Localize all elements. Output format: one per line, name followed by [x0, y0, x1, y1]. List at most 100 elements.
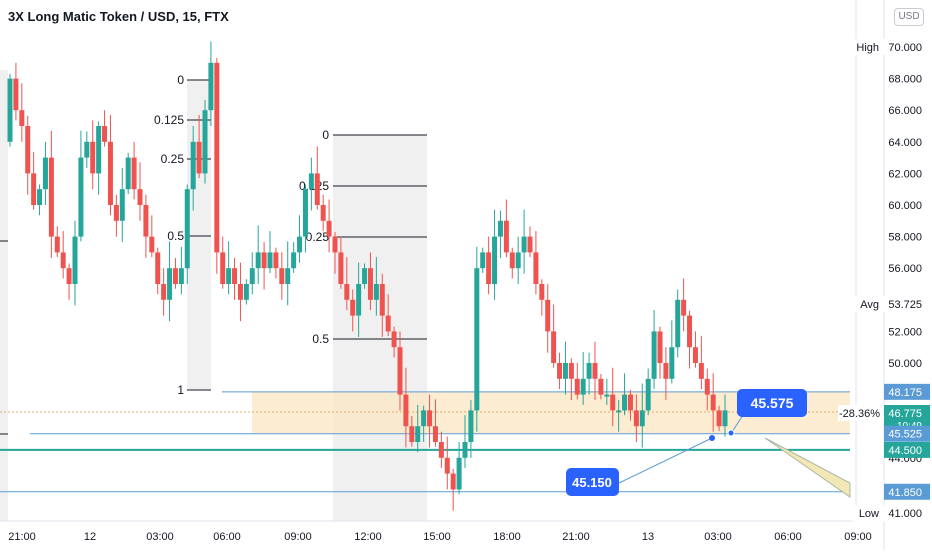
x-tick-label: 09:00 [844, 531, 872, 543]
candle-body [161, 284, 167, 300]
y-tick-label: 56.000 [888, 263, 922, 275]
candle-body [716, 410, 722, 427]
candle-body [320, 205, 326, 221]
callout-lower-text: 45.150 [572, 475, 612, 490]
candle-body [96, 126, 102, 174]
candle-body [167, 268, 173, 300]
candle-body [427, 410, 433, 427]
candle-body [232, 268, 238, 284]
x-tick-label: 03:00 [146, 531, 174, 543]
x-tick-label: 13 [642, 531, 654, 543]
candle-body [338, 252, 344, 284]
candle-body [586, 363, 592, 379]
fib-left-label: 0.25 [161, 152, 185, 166]
pct-bg [838, 405, 884, 421]
candle-body [243, 284, 249, 300]
candle-body [54, 236, 60, 253]
candle-body [149, 236, 155, 253]
level-2-label: 45.525 [888, 429, 922, 441]
candle-body [521, 236, 527, 253]
chart-title: 3X Long Matic Token / USD, 15, FTX [8, 9, 229, 24]
candle-body [107, 141, 113, 205]
candle-body [480, 252, 486, 269]
candle-body [592, 363, 598, 379]
candle-body [302, 189, 308, 237]
candle-body [237, 284, 243, 300]
candle-body [332, 236, 338, 253]
candle-body [444, 457, 450, 474]
candle-body [645, 378, 651, 411]
candle-body [633, 410, 639, 427]
candle-body [598, 378, 604, 395]
candle-body [539, 284, 545, 300]
candle-body [391, 331, 397, 348]
fib-right-label: 0.5 [312, 332, 329, 346]
candle-body [184, 189, 190, 269]
candle-body [610, 394, 616, 411]
low-value: 41.000 [888, 508, 922, 520]
candle-body [291, 252, 297, 269]
candle-body [125, 157, 131, 190]
candle-body [119, 189, 125, 221]
trend-line [618, 437, 713, 484]
candle-body [421, 410, 427, 427]
candle-body [72, 236, 78, 284]
currency-button[interactable]: USD [894, 8, 924, 26]
candle-body [25, 126, 31, 174]
candle-body [143, 205, 149, 237]
candle-body [639, 410, 645, 427]
candle-body [356, 284, 362, 316]
y-tick-label: 58.000 [888, 232, 922, 244]
candle-body [362, 268, 368, 284]
candle-body [669, 347, 675, 379]
x-tick-label: 12 [84, 531, 96, 543]
candle-body [557, 363, 563, 379]
level-2-label-bg [884, 425, 930, 442]
y-tick-label: 62.000 [888, 168, 922, 180]
candle-body [456, 457, 462, 490]
candle-body [113, 205, 119, 221]
level-3-label: 44.500 [888, 445, 922, 457]
callout-upper-text: 45.575 [751, 395, 794, 411]
candle-body [220, 252, 226, 284]
candle-body [102, 126, 108, 142]
candle-body [48, 157, 54, 237]
y-tick-label: 50.000 [888, 358, 922, 370]
y-tick-label: 68.000 [888, 74, 922, 86]
candle-body [84, 141, 90, 158]
current-price: 46.775 [888, 408, 922, 420]
candle-body [710, 394, 716, 411]
candle-body [37, 189, 43, 205]
x-tick-label: 15:00 [423, 531, 451, 543]
x-tick-label: 06:00 [774, 531, 802, 543]
level-3-label-bg [884, 441, 930, 458]
candle-body [214, 62, 220, 253]
level-1-label-bg [884, 383, 930, 400]
candle-body [450, 473, 456, 490]
candle-body [657, 331, 663, 363]
fib-left-label: 0.5 [167, 229, 184, 243]
projection-wedge [764, 437, 851, 498]
candle-body [515, 252, 521, 269]
candle-body [78, 157, 84, 237]
fib-left-label: 0 [177, 73, 184, 87]
candle-body [468, 410, 474, 442]
candle-body [90, 141, 96, 174]
candle-body [19, 110, 25, 126]
candle-body [580, 378, 586, 395]
candle-body [562, 363, 568, 379]
candle-body [704, 378, 710, 395]
candle-body [297, 236, 303, 253]
low-value-bg [884, 505, 930, 522]
candle-body [13, 78, 19, 111]
candle-body [385, 315, 391, 332]
candle-body [60, 252, 66, 269]
callout-upper-bg [737, 389, 807, 417]
candle-body [497, 220, 503, 237]
y-tick-label: 52.000 [888, 326, 922, 338]
candle-body [616, 410, 622, 413]
candle-body [432, 426, 438, 442]
candle-body [66, 268, 72, 284]
